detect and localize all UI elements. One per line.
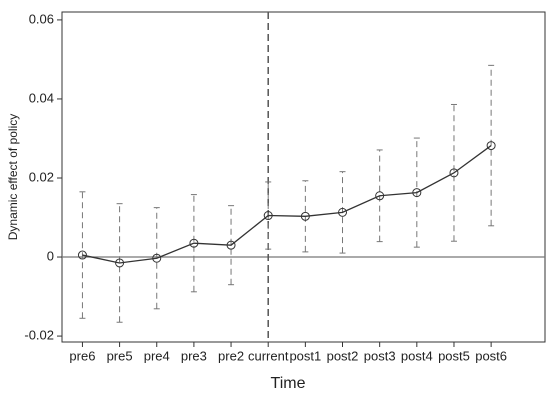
- y-tick-label: 0.02: [29, 169, 54, 184]
- x-tick-label: post3: [364, 348, 396, 363]
- point: [115, 258, 125, 268]
- x-tick-label: current: [248, 348, 289, 363]
- point: [375, 191, 385, 201]
- x-tick-label: post4: [401, 348, 433, 363]
- x-tick-label: pre5: [107, 348, 133, 363]
- plot-frame: [61, 11, 546, 343]
- point: [300, 211, 310, 221]
- y-tick-label: -0.02: [24, 328, 54, 343]
- point: [338, 207, 348, 217]
- x-tick-label: post2: [327, 348, 359, 363]
- point: [226, 240, 236, 250]
- x-tick-label: pre2: [218, 348, 244, 363]
- x-tick-label: pre6: [69, 348, 95, 363]
- x-tick-label: pre4: [144, 348, 170, 363]
- point: [263, 211, 273, 221]
- y-tick-label: 0.06: [29, 11, 54, 26]
- y-tick-label: 0.04: [29, 90, 54, 105]
- y-tick-label: 0: [47, 248, 54, 263]
- point: [449, 168, 459, 178]
- x-tick-label: post6: [475, 348, 507, 363]
- x-tick-label: post5: [438, 348, 470, 363]
- point: [189, 238, 199, 248]
- x-tick-label: pre3: [181, 348, 207, 363]
- point: [152, 253, 162, 263]
- point: [77, 250, 87, 260]
- point: [486, 141, 496, 151]
- series-line: [82, 145, 492, 264]
- x-axis-label: Time: [271, 375, 306, 392]
- x-tick-label: post1: [289, 348, 321, 363]
- y-axis-label: Dynamic effect of policy: [6, 114, 20, 241]
- point: [412, 188, 422, 198]
